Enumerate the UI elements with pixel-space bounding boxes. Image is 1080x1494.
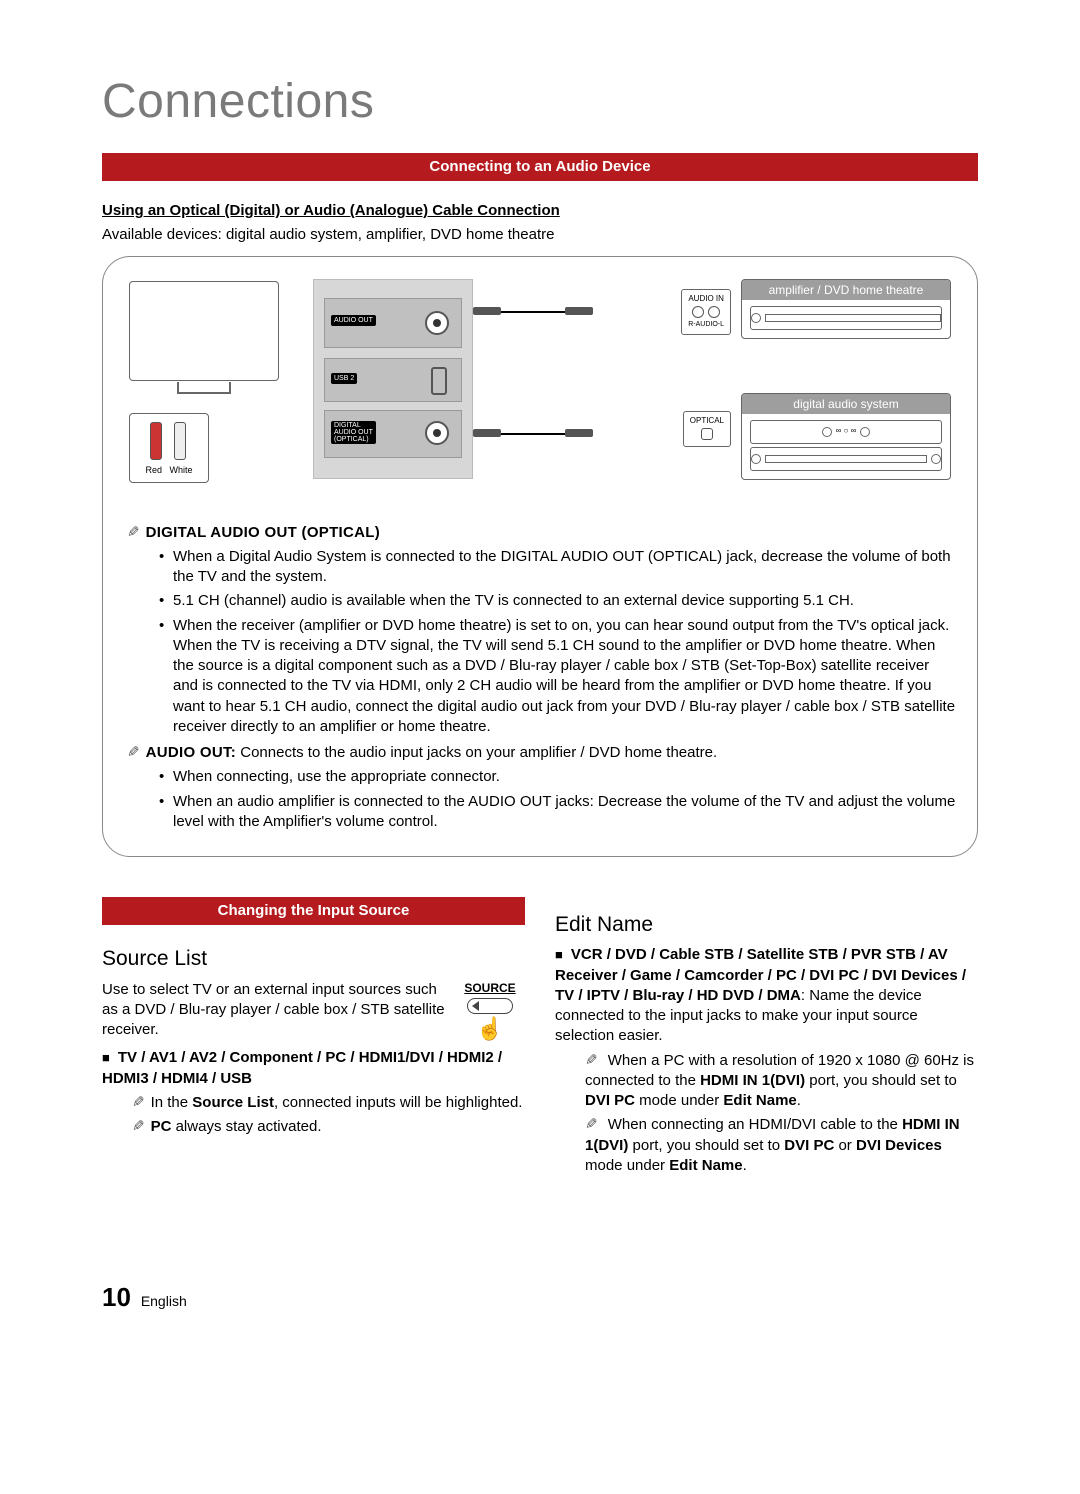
optical-jack-icon bbox=[701, 428, 713, 440]
rca-jacks: Red White bbox=[129, 413, 209, 483]
bullet-item: When the receiver (amplifier or DVD home… bbox=[159, 616, 957, 738]
label-r-audio-l: R-AUDIO-L bbox=[688, 320, 724, 329]
component-icon: ∞ ○ ∞ bbox=[750, 420, 942, 444]
label-white: White bbox=[170, 465, 193, 475]
jack-icon bbox=[692, 306, 704, 318]
audio-out-bullets: When connecting, use the appropriate con… bbox=[159, 767, 957, 832]
label-optical: OPTICAL bbox=[690, 416, 724, 427]
connection-diagram: Red White AUDIO OUT USB 2 DIGITAL AUDIO … bbox=[123, 273, 957, 513]
page-number: 10 bbox=[102, 1282, 131, 1312]
tv-back-panel: AUDIO OUT USB 2 DIGITAL AUDIO OUT (OPTIC… bbox=[313, 279, 473, 479]
optical-box: OPTICAL bbox=[683, 411, 731, 448]
footer-language: English bbox=[141, 1293, 187, 1309]
subheading-cable: Using an Optical (Digital) or Audio (Ana… bbox=[102, 201, 978, 221]
note-audio-out: AUDIO OUT: Connects to the audio input j… bbox=[127, 743, 957, 763]
label-red: Red bbox=[145, 465, 162, 475]
label-audio-out: AUDIO OUT bbox=[331, 315, 376, 326]
source-button-graphic: SOURCE ☝ bbox=[455, 980, 525, 1040]
remote-button-icon bbox=[467, 998, 513, 1014]
component-icon bbox=[750, 306, 942, 330]
label-audio-in: AUDIO IN bbox=[688, 294, 724, 305]
digital-bullets: When a Digital Audio System is connected… bbox=[159, 547, 957, 737]
source-items: TV / AV1 / AV2 / Component / PC / HDMI1/… bbox=[102, 1048, 525, 1089]
plug-icon bbox=[473, 307, 501, 315]
device-digital-label: digital audio system bbox=[742, 394, 950, 414]
bullet-item: 5.1 CH (channel) audio is available when… bbox=[159, 591, 957, 611]
right-column: Edit Name VCR / DVD / Cable STB / Satell… bbox=[555, 897, 978, 1180]
bullet-item: When a Digital Audio System is connected… bbox=[159, 547, 957, 588]
note-digital-out: DIGITAL AUDIO OUT (OPTICAL) bbox=[127, 523, 957, 543]
plug-icon bbox=[565, 429, 593, 437]
label-digital-out: DIGITAL AUDIO OUT (OPTICAL) bbox=[331, 421, 376, 444]
port-optical-out-icon bbox=[425, 421, 449, 445]
device-amplifier-label: amplifier / DVD home theatre bbox=[742, 280, 950, 300]
label-usb2: USB 2 bbox=[331, 373, 357, 384]
plug-icon bbox=[473, 429, 501, 437]
diagram-container: Red White AUDIO OUT USB 2 DIGITAL AUDIO … bbox=[102, 256, 978, 858]
audio-in-box: AUDIO IN R-AUDIO-L bbox=[681, 289, 731, 335]
device-amplifier: amplifier / DVD home theatre bbox=[741, 279, 951, 339]
port-usb-icon bbox=[431, 367, 447, 395]
page-title: Connections bbox=[102, 70, 978, 135]
jack-red-icon bbox=[150, 422, 162, 460]
section-band-audio: Connecting to an Audio Device bbox=[102, 153, 978, 181]
hand-pointer-icon: ☝ bbox=[455, 1018, 525, 1040]
source-list-title: Source List bbox=[102, 945, 525, 973]
source-button-label: SOURCE bbox=[455, 980, 525, 996]
page-footer: 10 English bbox=[102, 1280, 978, 1315]
note-item: When connecting an HDMI/DVI cable to the… bbox=[585, 1115, 978, 1176]
available-devices: Available devices: digital audio system,… bbox=[102, 225, 978, 245]
section-band-source: Changing the Input Source bbox=[102, 897, 525, 925]
jack-white-icon bbox=[174, 422, 186, 460]
component-icon bbox=[750, 447, 942, 471]
note-item: PC always stay activated. bbox=[132, 1117, 525, 1137]
bullet-item: When an audio amplifier is connected to … bbox=[159, 792, 957, 833]
note-item: When a PC with a resolution of 1920 x 10… bbox=[585, 1051, 978, 1112]
device-digital-audio: digital audio system ∞ ○ ∞ bbox=[741, 393, 951, 480]
edit-name-title: Edit Name bbox=[555, 911, 978, 939]
jack-icon bbox=[708, 306, 720, 318]
edit-name-items: VCR / DVD / Cable STB / Satellite STB / … bbox=[555, 945, 978, 1046]
note-item: In the Source List, connected inputs wil… bbox=[132, 1093, 525, 1113]
tv-icon bbox=[129, 281, 279, 381]
port-audio-out-icon bbox=[425, 311, 449, 335]
plug-icon bbox=[565, 307, 593, 315]
left-column: Changing the Input Source Source List SO… bbox=[102, 897, 525, 1180]
bullet-item: When connecting, use the appropriate con… bbox=[159, 767, 957, 787]
